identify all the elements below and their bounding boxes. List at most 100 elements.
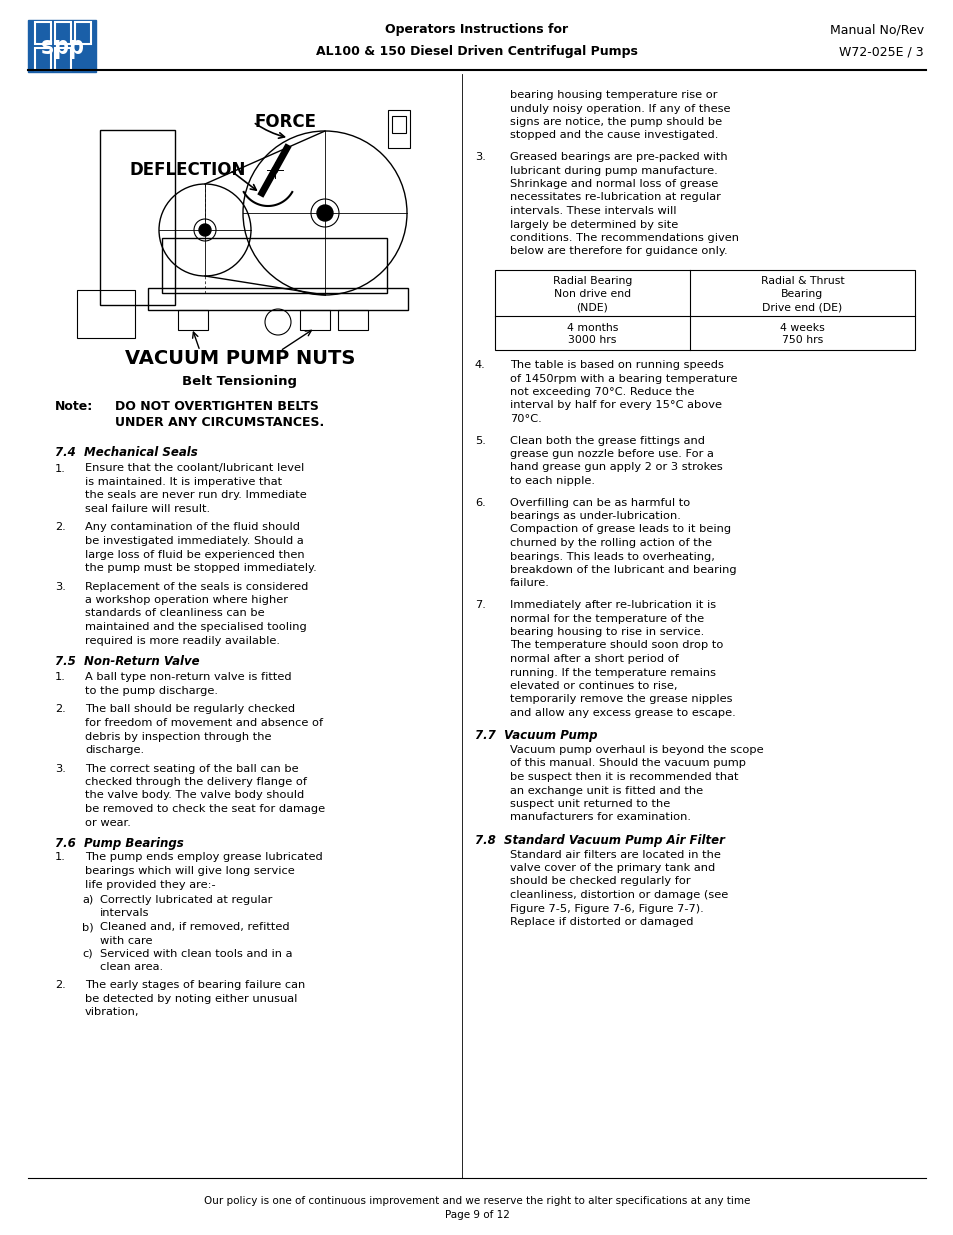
- Bar: [55, 48, 71, 70]
- Bar: [100, 130, 174, 305]
- Bar: [75, 22, 91, 44]
- Text: 750 hrs: 750 hrs: [781, 335, 822, 345]
- Circle shape: [316, 205, 333, 221]
- Text: Drive end (DE): Drive end (DE): [761, 303, 841, 312]
- Text: 7.: 7.: [475, 600, 485, 610]
- Text: churned by the rolling action of the: churned by the rolling action of the: [510, 538, 711, 548]
- Text: 7.7  Vacuum Pump: 7.7 Vacuum Pump: [475, 730, 597, 742]
- Text: 2.: 2.: [55, 981, 66, 990]
- Text: temporarily remove the grease nipples: temporarily remove the grease nipples: [510, 694, 732, 704]
- Text: 3.: 3.: [475, 152, 485, 162]
- Text: clean area.: clean area.: [100, 962, 163, 972]
- Text: discharge.: discharge.: [85, 745, 144, 755]
- Text: c): c): [82, 948, 92, 960]
- Text: required is more readily available.: required is more readily available.: [85, 636, 280, 646]
- Text: FORCE: FORCE: [254, 112, 316, 131]
- Text: maintained and the specialised tooling: maintained and the specialised tooling: [85, 622, 307, 632]
- Text: bearing housing to rise in service.: bearing housing to rise in service.: [510, 627, 703, 637]
- Text: The temperature should soon drop to: The temperature should soon drop to: [510, 641, 722, 651]
- Text: breakdown of the lubricant and bearing: breakdown of the lubricant and bearing: [510, 564, 736, 576]
- Text: normal after a short period of: normal after a short period of: [510, 655, 679, 664]
- Text: conditions. The recommendations given: conditions. The recommendations given: [510, 233, 739, 243]
- Text: vibration,: vibration,: [85, 1007, 139, 1016]
- Text: bearing housing temperature rise or: bearing housing temperature rise or: [510, 90, 717, 100]
- Text: 4 months: 4 months: [566, 324, 618, 333]
- Text: Vacuum pump overhaul is beyond the scope: Vacuum pump overhaul is beyond the scope: [510, 745, 762, 755]
- Text: Correctly lubricated at regular: Correctly lubricated at regular: [100, 895, 273, 905]
- Text: should be checked regularly for: should be checked regularly for: [510, 877, 690, 887]
- Bar: [28, 20, 96, 72]
- Text: 2.: 2.: [55, 522, 66, 532]
- Text: is maintained. It is imperative that: is maintained. It is imperative that: [85, 477, 282, 487]
- Text: not exceeding 70°C. Reduce the: not exceeding 70°C. Reduce the: [510, 387, 694, 396]
- Text: 3.: 3.: [55, 582, 66, 592]
- Text: 7.4  Mechanical Seals: 7.4 Mechanical Seals: [55, 446, 197, 459]
- Text: grease gun nozzle before use. For a: grease gun nozzle before use. For a: [510, 450, 713, 459]
- Text: a workshop operation where higher: a workshop operation where higher: [85, 595, 288, 605]
- Text: intervals. These intervals will: intervals. These intervals will: [510, 206, 676, 216]
- Bar: [388, 110, 410, 148]
- Text: Radial & Thrust: Radial & Thrust: [760, 275, 843, 287]
- Text: be removed to check the seat for damage: be removed to check the seat for damage: [85, 804, 325, 814]
- Text: 7.8  Standard Vacuum Pump Air Filter: 7.8 Standard Vacuum Pump Air Filter: [475, 834, 724, 847]
- Bar: [77, 290, 135, 338]
- Text: A ball type non-return valve is fitted: A ball type non-return valve is fitted: [85, 673, 292, 683]
- Text: 1.: 1.: [55, 463, 66, 473]
- Text: valve cover of the primary tank and: valve cover of the primary tank and: [510, 863, 715, 873]
- Text: spp: spp: [39, 35, 85, 59]
- Circle shape: [199, 224, 211, 236]
- Text: Any contamination of the fluid should: Any contamination of the fluid should: [85, 522, 299, 532]
- Text: 3000 hrs: 3000 hrs: [568, 335, 616, 345]
- Text: 6.: 6.: [475, 498, 485, 508]
- Text: failure.: failure.: [510, 578, 549, 589]
- Text: be detected by noting either unusual: be detected by noting either unusual: [85, 993, 297, 1004]
- Text: to the pump discharge.: to the pump discharge.: [85, 685, 218, 697]
- Bar: [148, 288, 408, 310]
- Text: below are therefore for guidance only.: below are therefore for guidance only.: [510, 247, 727, 257]
- Text: Clean both the grease fittings and: Clean both the grease fittings and: [510, 436, 704, 446]
- Text: interval by half for every 15°C above: interval by half for every 15°C above: [510, 400, 721, 410]
- Text: Replacement of the seals is considered: Replacement of the seals is considered: [85, 582, 308, 592]
- Text: VACUUM PUMP NUTS: VACUUM PUMP NUTS: [125, 348, 355, 368]
- Bar: [55, 22, 71, 44]
- Text: AL100 & 150 Diesel Driven Centrifugal Pumps: AL100 & 150 Diesel Driven Centrifugal Pu…: [315, 46, 638, 58]
- Bar: [35, 22, 51, 44]
- Text: and allow any excess grease to escape.: and allow any excess grease to escape.: [510, 708, 735, 718]
- Text: bearings. This leads to overheating,: bearings. This leads to overheating,: [510, 552, 714, 562]
- Text: Serviced with clean tools and in a: Serviced with clean tools and in a: [100, 948, 293, 960]
- Text: The table is based on running speeds: The table is based on running speeds: [510, 359, 723, 370]
- Text: The early stages of bearing failure can: The early stages of bearing failure can: [85, 981, 305, 990]
- Bar: [35, 48, 51, 70]
- Text: Operators Instructions for: Operators Instructions for: [385, 23, 568, 37]
- Text: (NDE): (NDE): [576, 303, 608, 312]
- Text: The ball should be regularly checked: The ball should be regularly checked: [85, 704, 294, 715]
- Text: Note:: Note:: [55, 399, 93, 412]
- Text: the valve body. The valve body should: the valve body. The valve body should: [85, 790, 304, 800]
- Text: for freedom of movement and absence of: for freedom of movement and absence of: [85, 718, 323, 727]
- Text: Non drive end: Non drive end: [554, 289, 630, 299]
- Text: bearings as under-lubrication.: bearings as under-lubrication.: [510, 511, 680, 521]
- Bar: [178, 310, 208, 330]
- Text: signs are notice, the pump should be: signs are notice, the pump should be: [510, 117, 721, 127]
- Text: Page 9 of 12: Page 9 of 12: [444, 1210, 509, 1220]
- Text: Ensure that the coolant/lubricant level: Ensure that the coolant/lubricant level: [85, 463, 304, 473]
- Text: 5.: 5.: [475, 436, 485, 446]
- Text: or wear.: or wear.: [85, 818, 131, 827]
- Text: Cleaned and, if removed, refitted: Cleaned and, if removed, refitted: [100, 923, 290, 932]
- Text: manufacturers for examination.: manufacturers for examination.: [510, 813, 690, 823]
- Text: necessitates re-lubrication at regular: necessitates re-lubrication at regular: [510, 193, 720, 203]
- Text: 7.5  Non-Return Valve: 7.5 Non-Return Valve: [55, 655, 199, 668]
- Text: Our policy is one of continuous improvement and we reserve the right to alter sp: Our policy is one of continuous improvem…: [204, 1195, 749, 1207]
- Text: The correct seating of the ball can be: The correct seating of the ball can be: [85, 763, 298, 773]
- Text: UNDER ANY CIRCUMSTANCES.: UNDER ANY CIRCUMSTANCES.: [115, 416, 324, 430]
- Text: standards of cleanliness can be: standards of cleanliness can be: [85, 609, 264, 619]
- Text: 4.: 4.: [475, 359, 485, 370]
- Text: largely be determined by site: largely be determined by site: [510, 220, 678, 230]
- Text: Immediately after re-lubrication it is: Immediately after re-lubrication it is: [510, 600, 716, 610]
- Text: 1.: 1.: [55, 673, 66, 683]
- Text: large loss of fluid be experienced then: large loss of fluid be experienced then: [85, 550, 304, 559]
- Text: 4 weeks: 4 weeks: [780, 324, 824, 333]
- Text: bearings which will give long service: bearings which will give long service: [85, 866, 294, 876]
- Text: 70°C.: 70°C.: [510, 414, 541, 424]
- Text: suspect unit returned to the: suspect unit returned to the: [510, 799, 670, 809]
